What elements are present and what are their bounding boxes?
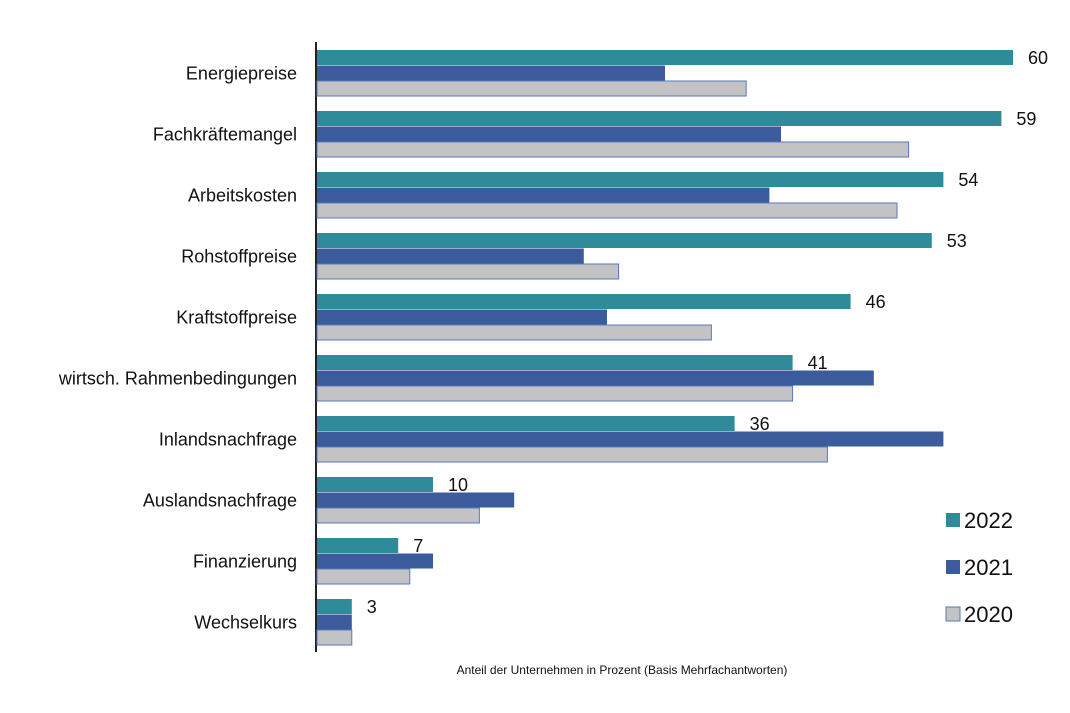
bar-2021: [317, 126, 781, 142]
data-label: 54: [958, 170, 978, 190]
bar-2022: [317, 538, 399, 553]
category-label: Inlandsnachfrage: [159, 429, 297, 449]
bar-2021: [317, 492, 515, 508]
bar-2022: [317, 50, 1013, 65]
bar-2020: [316, 568, 411, 585]
data-label: 7: [413, 536, 423, 556]
category-label: Auslandsnachfrage: [143, 490, 297, 510]
bar-2021: [317, 370, 874, 386]
category-label: Energiepreise: [186, 63, 297, 83]
legend-swatch-2022: [946, 513, 960, 527]
bar-2020: [316, 202, 898, 219]
bar-2022: [317, 477, 433, 492]
legend-swatch-2021: [946, 560, 960, 574]
legend-label: 2020: [964, 602, 1013, 627]
bar-2020: [316, 80, 747, 97]
bar-2021: [317, 431, 944, 447]
data-label: 3: [367, 597, 377, 617]
data-label: 46: [866, 292, 886, 312]
data-label: 53: [947, 231, 967, 251]
data-label: 41: [808, 353, 828, 373]
bar-2020: [316, 324, 712, 341]
bar-2021: [317, 553, 433, 569]
bar-2022: [317, 111, 1002, 126]
bar-2020: [316, 385, 794, 402]
category-label: wirtsch. Rahmenbedingungen: [58, 368, 297, 388]
bar-2021: [317, 187, 770, 203]
bar-2021: [317, 614, 352, 630]
legend-label: 2021: [964, 555, 1013, 580]
x-axis-title: Anteil der Unternehmen in Prozent (Basis…: [457, 663, 788, 677]
data-label: 10: [448, 475, 468, 495]
bar-2020: [316, 507, 480, 524]
data-label: 59: [1016, 109, 1036, 129]
bar-2020: [316, 446, 828, 463]
legend-label: 2022: [964, 508, 1013, 533]
category-label: Rohstoffpreise: [181, 246, 297, 266]
bar-2022: [317, 599, 352, 614]
bar-2021: [317, 248, 584, 264]
bar-2022: [317, 233, 932, 248]
bar-2020: [316, 141, 910, 158]
bar-2022: [317, 294, 851, 309]
category-label: Finanzierung: [193, 551, 297, 571]
category-label: Wechselkurs: [194, 612, 297, 632]
bar-2022: [317, 355, 793, 370]
bar-2022: [317, 172, 944, 187]
bar-2021: [317, 65, 665, 81]
data-label: 36: [750, 414, 770, 434]
category-label: Arbeitskosten: [188, 185, 297, 205]
category-label: Kraftstoffpreise: [176, 307, 297, 327]
category-label: Fachkräftemangel: [153, 124, 297, 144]
data-label: 60: [1028, 48, 1048, 68]
legend-swatch-2020: [945, 606, 961, 622]
bar-2020: [316, 629, 353, 646]
bar-2022: [317, 416, 735, 431]
bar-2021: [317, 309, 607, 325]
bar-2020: [316, 263, 620, 280]
